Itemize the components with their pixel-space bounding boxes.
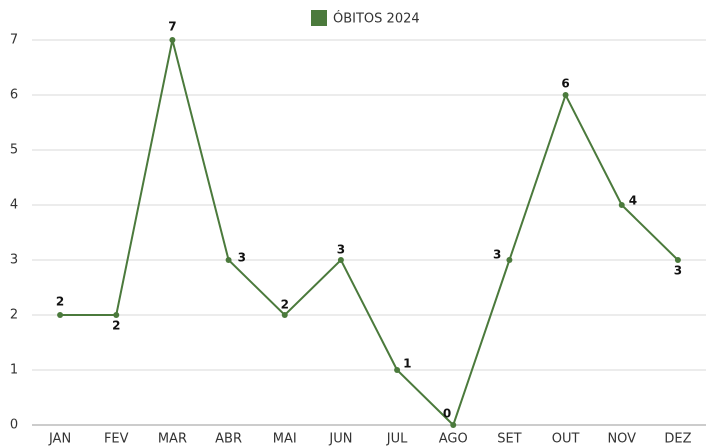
point <box>57 312 64 318</box>
point <box>450 422 457 428</box>
x-tick-label: OUT <box>552 432 580 447</box>
y-tick-label: 1 <box>10 363 18 378</box>
y-tick-label: 3 <box>10 253 18 268</box>
y-tick-label: 6 <box>10 88 18 103</box>
point <box>618 202 625 208</box>
y-tick-label: 7 <box>10 33 18 48</box>
data-label: 3 <box>337 243 345 257</box>
x-tick-label: MAR <box>158 432 187 447</box>
data-label: 0 <box>443 407 451 421</box>
data-label: 4 <box>629 194 637 208</box>
data-label: 3 <box>493 248 501 262</box>
data-label: 2 <box>112 319 120 333</box>
point <box>225 257 232 263</box>
y-tick-label: 5 <box>10 143 18 158</box>
y-tick-label: 4 <box>10 198 18 213</box>
data-label: 2 <box>56 295 64 309</box>
legend-label: ÓBITOS 2024 <box>333 11 420 27</box>
x-tick-label: AGO <box>439 432 468 447</box>
data-label: 7 <box>168 20 176 34</box>
data-label: 6 <box>561 77 569 91</box>
point <box>394 367 401 373</box>
x-tick-label: JAN <box>48 432 71 447</box>
line <box>60 39 679 427</box>
point <box>281 312 288 318</box>
y-tick-label: 0 <box>10 418 18 433</box>
data-label: 2 <box>281 298 289 312</box>
x-tick-label: NOV <box>607 432 636 447</box>
x-tick-label: FEV <box>104 432 129 447</box>
x-tick-label: SET <box>497 432 521 447</box>
x-tick-label: DEZ <box>664 432 691 447</box>
point <box>506 257 513 263</box>
x-tick-label: JUL <box>386 432 408 447</box>
legend-swatch <box>311 10 327 26</box>
x-tick-label: JUN <box>328 432 352 447</box>
data-label: 1 <box>403 357 411 371</box>
point <box>337 257 344 263</box>
data-label: 3 <box>238 251 246 265</box>
point <box>169 37 176 43</box>
data-label: 3 <box>674 264 682 278</box>
point <box>113 312 120 318</box>
x-tick-label: MAI <box>273 432 297 447</box>
point <box>674 257 681 263</box>
x-tick-label: ABR <box>215 432 242 447</box>
point <box>562 92 569 98</box>
y-tick-label: 2 <box>10 308 18 323</box>
